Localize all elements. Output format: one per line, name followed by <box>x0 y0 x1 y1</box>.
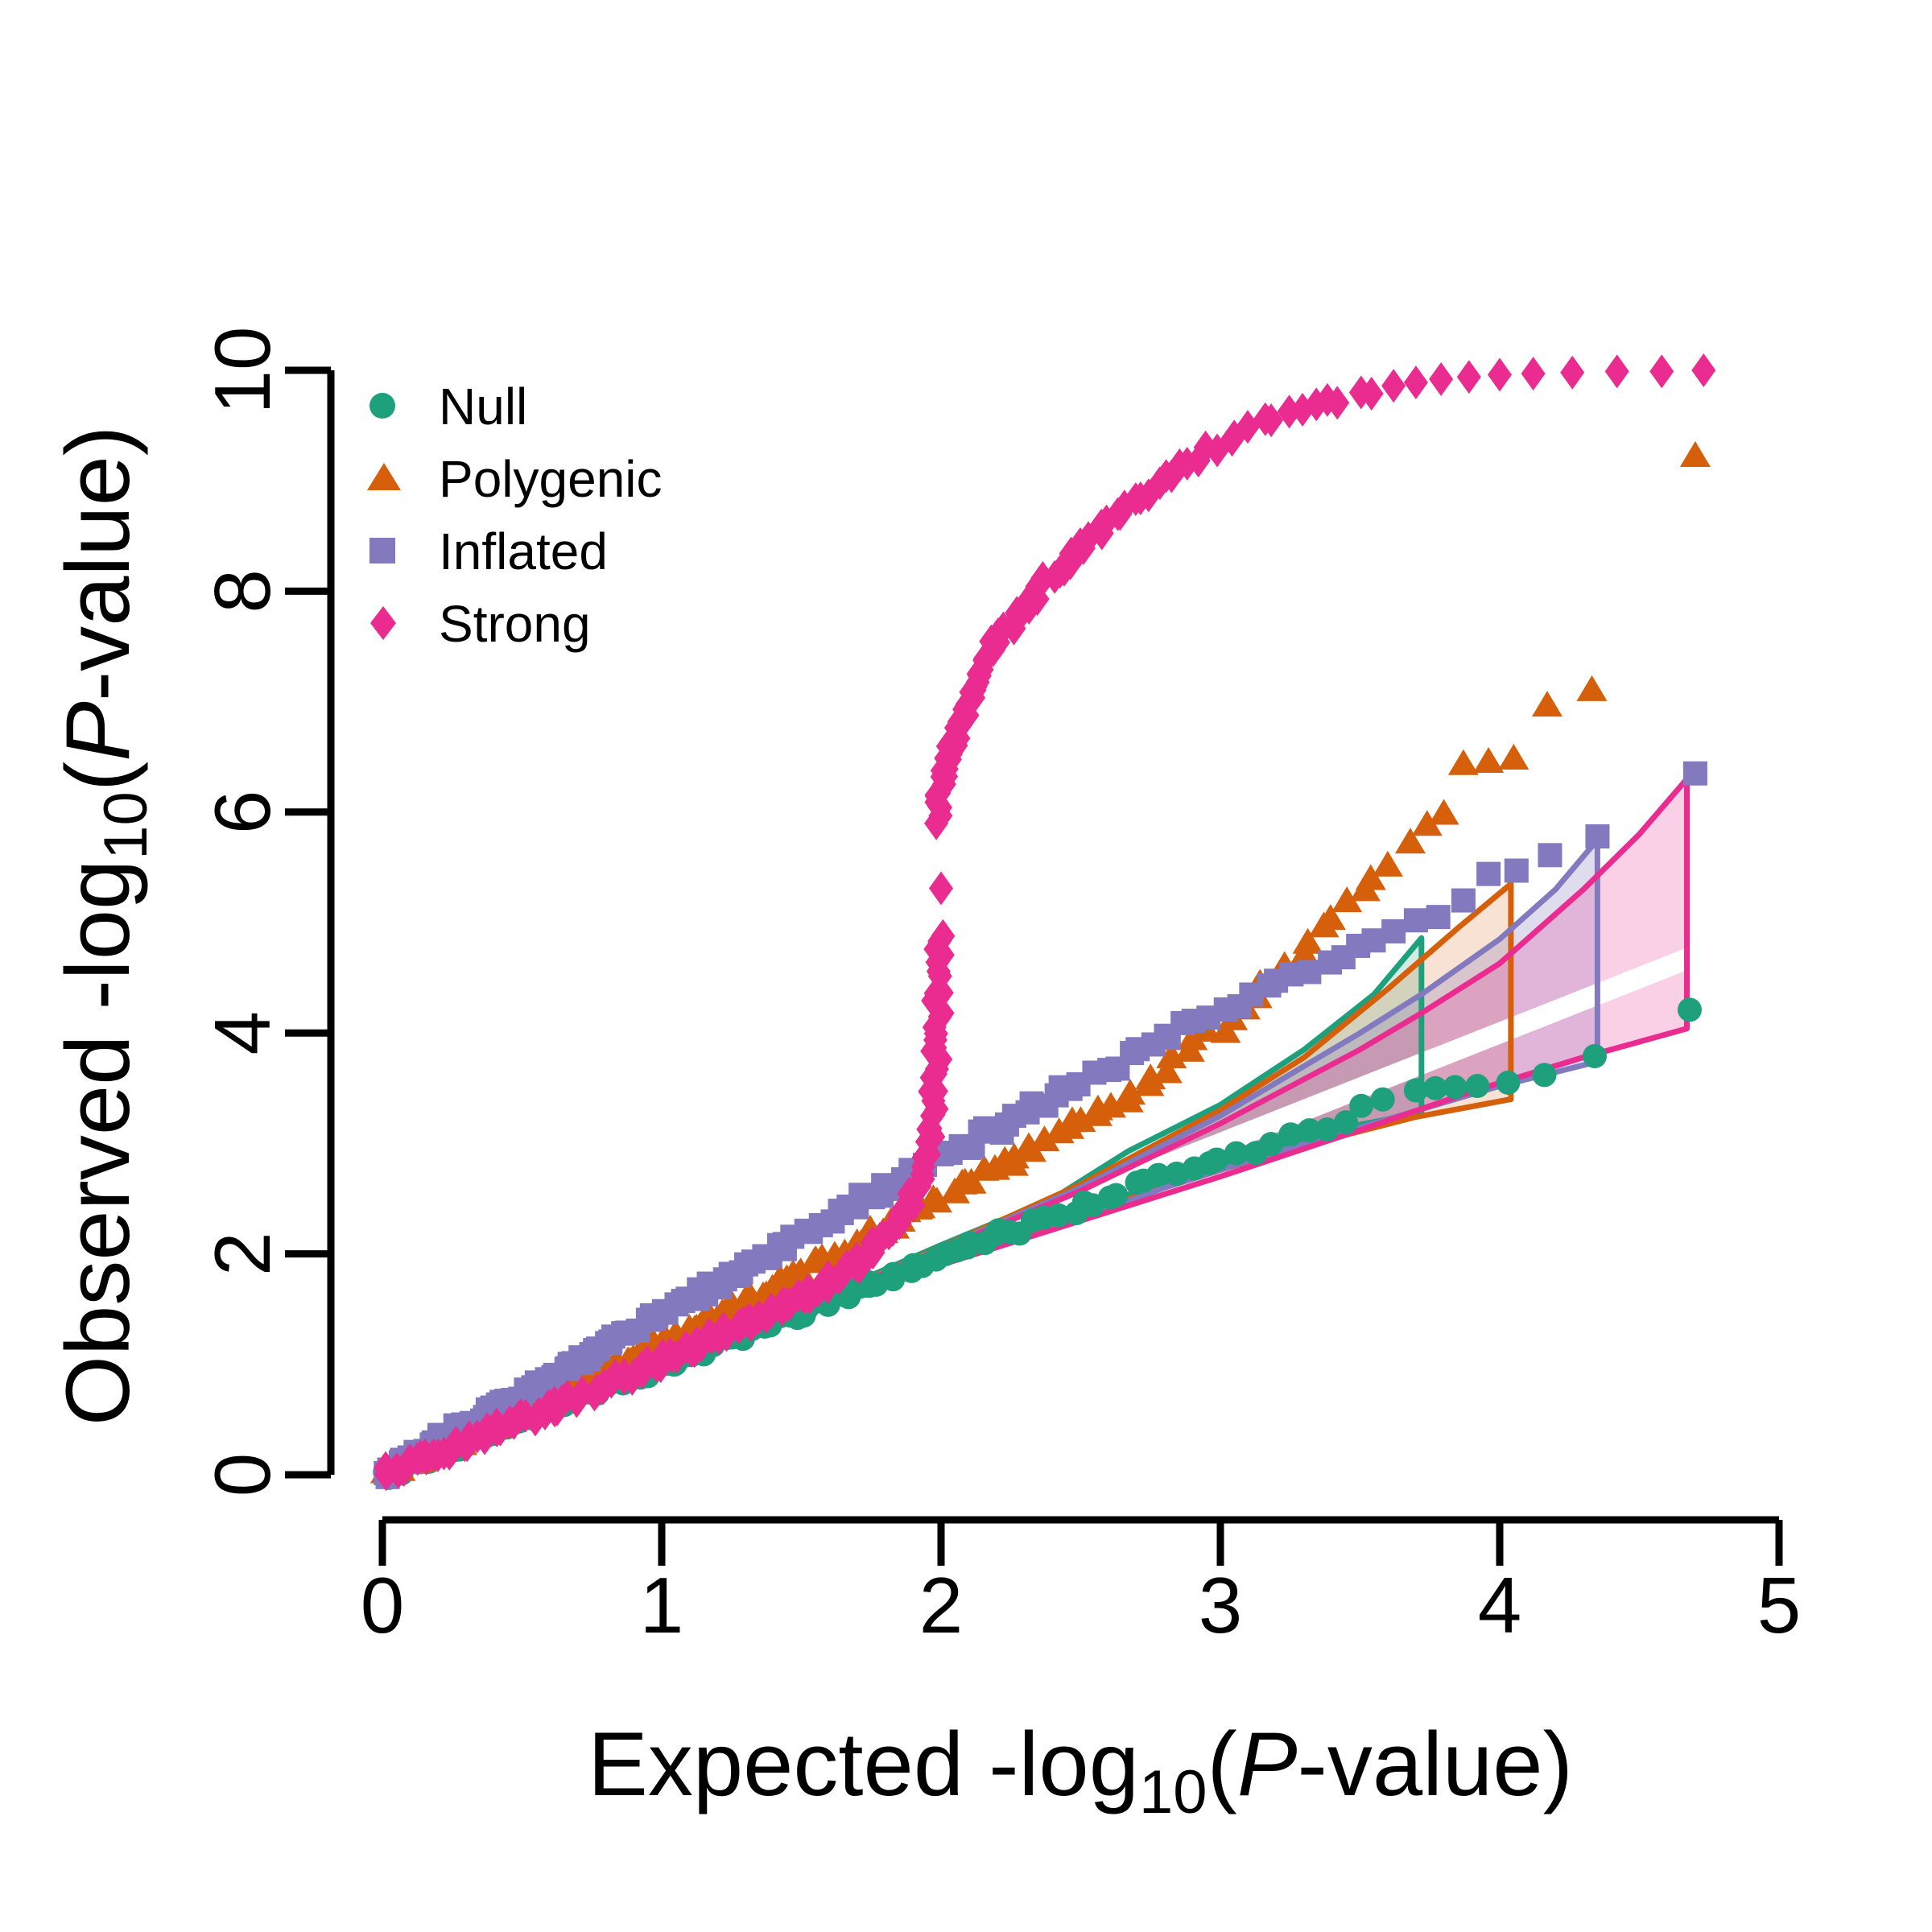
y-tick-label: 4 <box>198 1011 287 1055</box>
legend-polygenic-label: Polygenic <box>439 450 663 508</box>
legend-strong-diamond-icon <box>370 606 396 640</box>
x-axis-title: Expected -log10(P-value) <box>588 1714 1573 1827</box>
y-axis-title: Observed -log10(P-value) <box>47 426 160 1426</box>
legend-null-label: Null <box>439 378 527 436</box>
legend-null-circle-icon <box>369 393 395 419</box>
x-tick-label: 0 <box>361 1561 405 1649</box>
y-tick-label: 0 <box>198 1453 287 1497</box>
legend-inflated-label: Inflated <box>439 522 608 580</box>
y-tick-label: 2 <box>198 1232 287 1276</box>
legend-inflated-square-icon <box>369 538 395 564</box>
x-tick-label: 4 <box>1478 1561 1522 1649</box>
ticks-layer: 0 1 2 3 4 5 0 2 4 6 8 10 <box>198 326 1801 1649</box>
envelope-border-strong <box>800 776 1690 1320</box>
x-tick-label: 3 <box>1199 1561 1243 1649</box>
series-strong <box>374 353 1716 1492</box>
x-tick-label: 1 <box>640 1561 684 1649</box>
y-tick-label: 10 <box>198 326 287 414</box>
y-tick-label: 8 <box>198 569 287 613</box>
legend: Null Polygenic Inflated Strong <box>367 378 663 653</box>
x-tick-label: 5 <box>1757 1561 1802 1649</box>
data-layer <box>369 353 1716 1492</box>
legend-strong-label: Strong <box>439 595 591 653</box>
legend-polygenic-triangle-icon <box>367 463 401 490</box>
x-tick-label: 2 <box>919 1561 964 1649</box>
axes-layer <box>327 370 1779 1524</box>
y-tick-label: 6 <box>198 791 287 835</box>
